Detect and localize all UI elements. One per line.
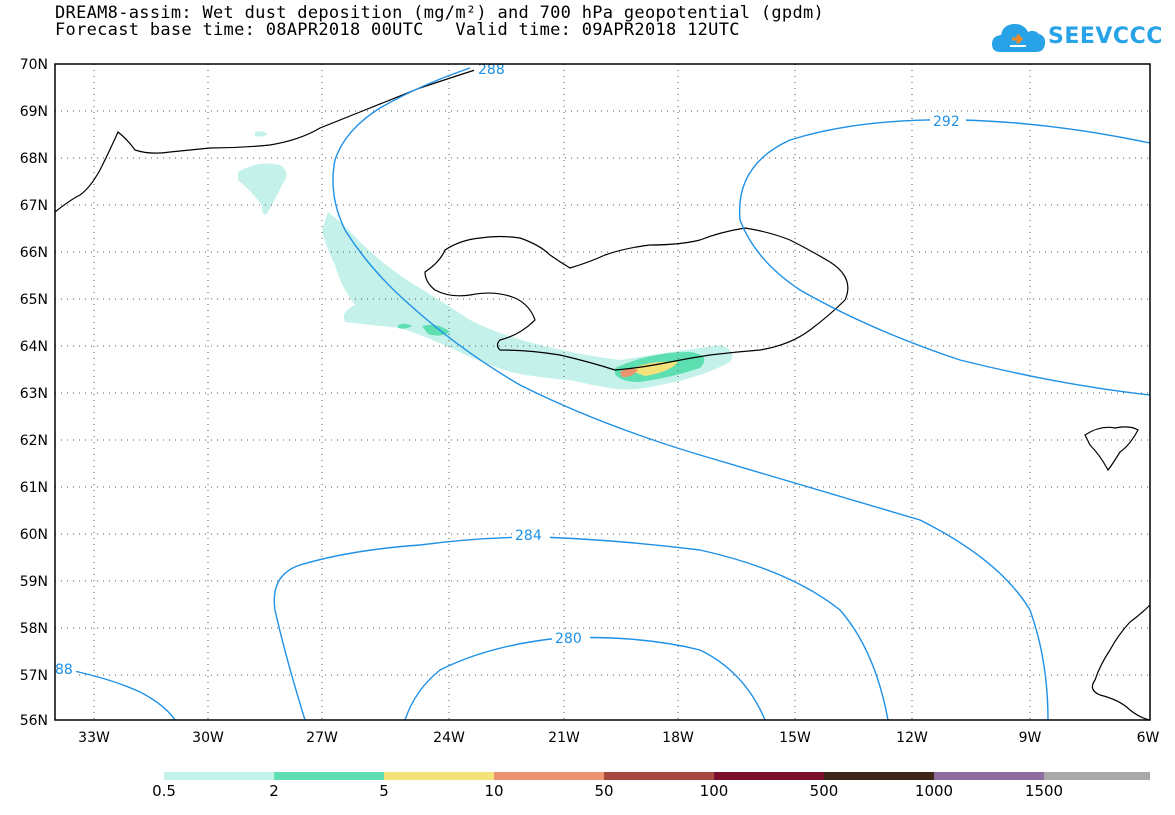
greenland-coast: [54, 69, 476, 213]
scotland-coast: [1091, 604, 1151, 721]
colorbar-label: 10: [484, 782, 504, 800]
latitude-labels: 70N 69N 68N 67N 66N 65N 64N 63N 62N 61N …: [20, 57, 48, 729]
colorbar: [164, 772, 1150, 780]
contour-288-north: [332, 67, 1049, 721]
cloud-logo-icon: [992, 24, 1046, 52]
colorbar-swatch: [384, 772, 494, 780]
lon-label: 12W: [896, 730, 928, 746]
contour-label-88: 88: [55, 662, 73, 678]
map-grid: [55, 64, 1150, 720]
map-title-line-2: Forecast base time: 08APR2018 00UTC Vali…: [55, 20, 740, 40]
contour-label-288: 288: [478, 62, 505, 78]
lat-label: 59N: [20, 574, 48, 590]
colorbar-swatch: [274, 772, 384, 780]
iceland-coast: [424, 227, 849, 371]
map-title-line-1: DREAM8-assim: Wet dust deposition (mg/m²…: [55, 3, 825, 23]
colorbar-swatch: [824, 772, 934, 780]
colorbar-label: 2: [269, 782, 279, 800]
lat-label: 65N: [20, 292, 48, 308]
contour-label-284: 284: [515, 528, 542, 544]
lon-label: 6W: [1137, 730, 1160, 746]
lat-label: 64N: [20, 339, 48, 355]
lon-label: 21W: [548, 730, 580, 746]
lon-label: 24W: [433, 730, 465, 746]
contour-labels: 288 292 284 280 88: [54, 62, 966, 678]
logo-text: SEEVCCC: [1048, 24, 1163, 49]
colorbar-label: 1000: [914, 782, 954, 800]
dust-patch-north: [238, 163, 287, 215]
lon-label: 9W: [1019, 730, 1042, 746]
dust-band-southwest: [322, 212, 733, 390]
dust-spot-west: [398, 323, 412, 329]
lat-label: 70N: [20, 57, 48, 73]
geopotential-contours: [59, 67, 1151, 721]
lat-label: 69N: [20, 104, 48, 120]
colorbar-label: 50: [594, 782, 614, 800]
dust-core-yellow: [628, 361, 678, 376]
lon-label: 27W: [306, 730, 338, 746]
coastlines: [54, 69, 1151, 721]
colorbar-swatch: [494, 772, 604, 780]
seevccc-logo: SEEVCCC: [990, 14, 1162, 60]
contour-280: [404, 636, 766, 721]
dust-deposition-shading: [238, 131, 733, 390]
lat-label: 62N: [20, 433, 48, 449]
lon-label: 30W: [192, 730, 224, 746]
lon-label: 33W: [78, 730, 110, 746]
colorbar-swatch: [934, 772, 1044, 780]
lat-label: 58N: [20, 621, 48, 637]
lat-label: 60N: [20, 527, 48, 543]
lon-label: 18W: [662, 730, 694, 746]
contour-label-292: 292: [933, 114, 960, 130]
lat-label: 57N: [20, 668, 48, 684]
colorbar-label: 500: [809, 782, 839, 800]
longitude-labels: 33W 30W 27W 24W 21W 18W 15W 12W 9W 6W: [78, 730, 1159, 746]
contour-284: [273, 536, 889, 721]
contour-288-southwest: [59, 667, 176, 721]
lat-label: 56N: [20, 713, 48, 729]
colorbar-swatch: [164, 772, 274, 780]
colorbar-swatch: [714, 772, 824, 780]
colorbar-swatch: [1044, 772, 1150, 780]
lat-label: 61N: [20, 480, 48, 496]
lat-label: 67N: [20, 198, 48, 214]
dust-core-orange: [620, 368, 638, 378]
colorbar-label: 100: [699, 782, 729, 800]
contour-label-280: 280: [555, 631, 582, 647]
lat-label: 66N: [20, 245, 48, 261]
lat-label: 68N: [20, 151, 48, 167]
map-frame: [54, 63, 1151, 721]
faroe-islands-coast: [1084, 426, 1139, 472]
colorbar-label: 0.5: [152, 782, 176, 800]
colorbar-swatch: [604, 772, 714, 780]
colorbar-label: 1500: [1024, 782, 1064, 800]
lat-label: 63N: [20, 386, 48, 402]
colorbar-label: 5: [379, 782, 389, 800]
dust-patch-small: [255, 131, 268, 137]
contour-292: [738, 119, 1151, 396]
lon-label: 15W: [779, 730, 811, 746]
